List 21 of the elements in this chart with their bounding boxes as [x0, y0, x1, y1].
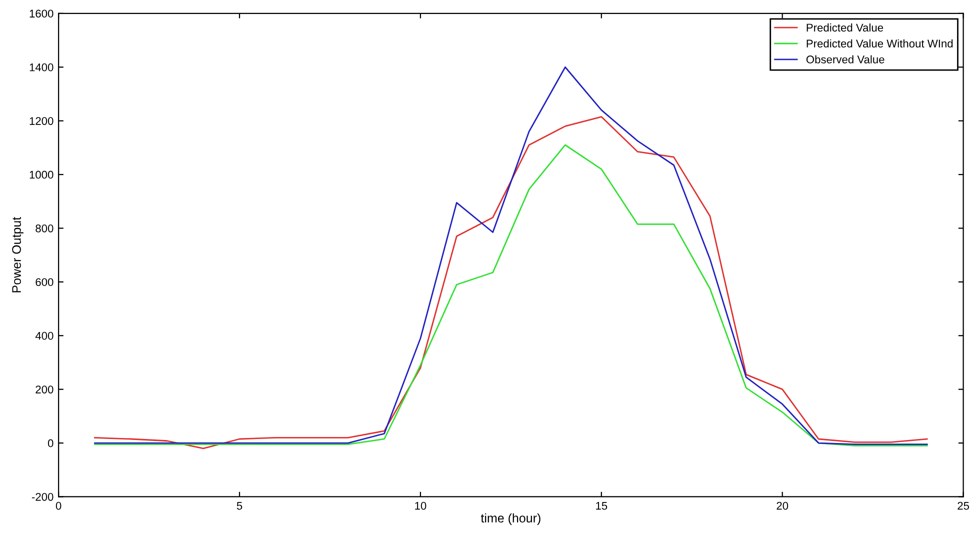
- x-tick-label: 0: [56, 502, 62, 510]
- y-tick-label: 0: [48, 439, 54, 448]
- y-tick-label: 1600: [30, 10, 54, 18]
- x-tick-label: 15: [596, 502, 608, 510]
- legend-label: Predicted Value: [806, 23, 884, 32]
- x-axis-title: time (hour): [480, 513, 540, 525]
- y-tick-label: 1200: [30, 117, 54, 125]
- y-tick-label: 1000: [30, 170, 54, 179]
- y-tick-label: 600: [36, 278, 54, 286]
- y-tick-label: 200: [36, 386, 54, 394]
- y-tick-label: 800: [36, 224, 54, 232]
- y-tick-label: 1400: [30, 63, 54, 72]
- x-tick-label: 10: [415, 502, 426, 510]
- x-tick-label: 20: [776, 502, 788, 510]
- legend-label: Predicted Value Without WInd: [806, 39, 953, 48]
- x-tick-label: 25: [958, 502, 970, 510]
- y-tick-label: 400: [35, 332, 54, 340]
- legend-label: Observed Value: [806, 55, 884, 64]
- x-tick-label: 5: [236, 502, 242, 510]
- y-tick-label: -200: [32, 492, 54, 501]
- y-axis-title: Power Output: [12, 216, 24, 292]
